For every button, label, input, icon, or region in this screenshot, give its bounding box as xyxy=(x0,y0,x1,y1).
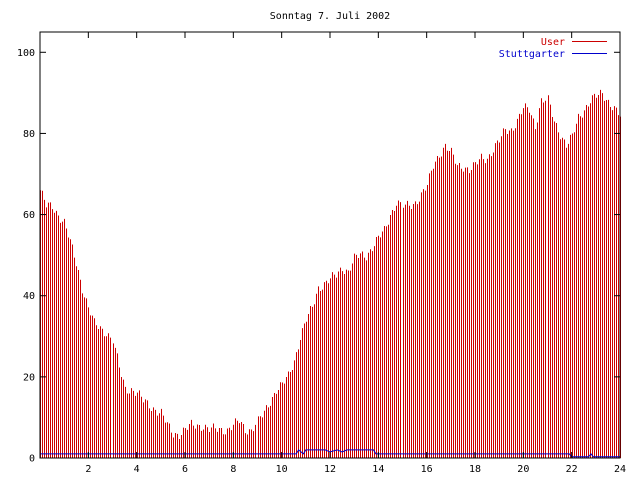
chart-title: Sonntag 7. Juli 2002 xyxy=(270,11,390,22)
x-tick-label: 12 xyxy=(324,464,336,475)
y-tick-label: 80 xyxy=(23,129,35,140)
plot-area xyxy=(40,89,621,458)
x-tick-label: 10 xyxy=(276,464,288,475)
x-tick-label: 6 xyxy=(182,464,188,475)
y-tick-label: 100 xyxy=(17,48,35,59)
y-tick-label: 20 xyxy=(23,372,35,383)
series-user xyxy=(40,89,621,458)
legend-label-stuttgarter: Stuttgarter xyxy=(499,49,565,60)
y-tick-label: 40 xyxy=(23,291,35,302)
x-tick-label: 8 xyxy=(230,464,236,475)
x-tick-label: 14 xyxy=(372,464,384,475)
x-tick-label: 16 xyxy=(421,464,433,475)
y-tick-label: 60 xyxy=(23,210,35,221)
series-stuttgarter-line xyxy=(40,449,620,458)
legend-label-user: User xyxy=(541,37,565,48)
x-tick-label: 20 xyxy=(517,464,529,475)
x-tick-label: 24 xyxy=(614,464,626,475)
x-tick-label: 18 xyxy=(469,464,481,475)
x-tick-label: 4 xyxy=(134,464,140,475)
y-tick-label: 0 xyxy=(29,454,35,465)
x-tick-label: 2 xyxy=(85,464,91,475)
x-tick-label: 22 xyxy=(566,464,578,475)
